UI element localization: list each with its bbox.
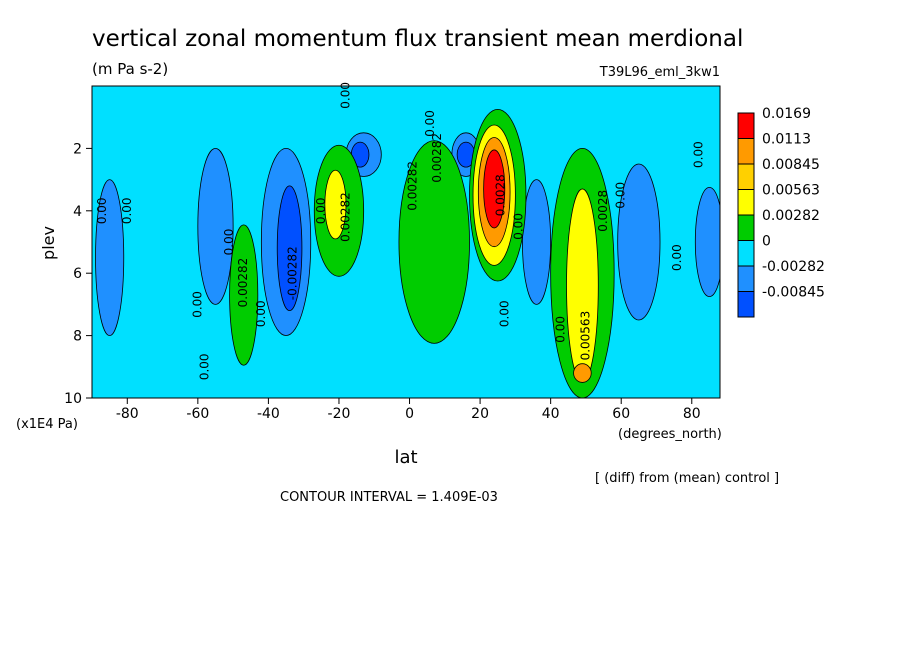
colorbar-swatch-7 <box>737 291 755 318</box>
contour-label-15: 0.00 <box>511 213 525 240</box>
contour-region-18 <box>483 149 506 229</box>
contour-label-20: 0.00 <box>614 182 628 209</box>
contour-label-9: 0.00282 <box>339 192 353 242</box>
colorbar: 0.0169 0.0113 0.00845 0.00563 0.00282 0 -0.002… <box>737 106 825 318</box>
contour-region-14 <box>398 140 470 344</box>
contour-label-17: 0.00 <box>554 316 568 343</box>
x-axis-units: (degrees_north) <box>618 427 722 442</box>
contour-label-12: 0.00282 <box>430 133 444 183</box>
run-label: T39L96_eml_3kw1 <box>599 65 720 80</box>
y-tick-label-4: 10 <box>64 391 82 407</box>
colorbar-label-1: 0.0113 <box>762 132 811 148</box>
x-tick-label-5: 20 <box>471 406 489 422</box>
x-tick-label-0: -80 <box>116 406 139 422</box>
contour-labels: 0.00 0.000.000.000.000.002820.00-0.002820… <box>95 82 705 380</box>
contour-label-1: 0.00 <box>120 197 134 224</box>
y-tick-label-2: 6 <box>73 266 82 282</box>
plot-area <box>92 86 720 398</box>
contour-region-1 <box>617 163 661 321</box>
y-axis: 2 4 6 8 10 <box>64 141 92 407</box>
units-label: (m Pa s-2) <box>92 60 168 78</box>
contour-label-11: 0.00 <box>423 110 437 137</box>
contour-region-21 <box>573 363 592 383</box>
x-tick-label-2: -40 <box>257 406 280 422</box>
x-tick-label-8: 80 <box>683 406 701 422</box>
contour-region-0 <box>694 187 720 297</box>
plot-frame <box>91 85 721 399</box>
colorbar-swatch-6 <box>737 265 755 292</box>
y-tick-label-0: 2 <box>73 141 82 157</box>
colorbar-swatch-3 <box>737 189 755 216</box>
colorbar-swatch-4 <box>737 214 755 241</box>
contour-region-10 <box>522 179 552 305</box>
x-tick-label-3: -20 <box>328 406 351 422</box>
colorbar-label-6: -0.00282 <box>762 259 825 275</box>
contour-label-14: 0.0028 <box>494 174 508 216</box>
colorbar-label-0: 0.0169 <box>762 106 811 122</box>
contour-label-10: 0.00 <box>339 82 353 109</box>
colorbar-swatch-1 <box>737 138 755 165</box>
colorbar-swatch-2 <box>737 163 755 190</box>
contour-label-2: 0.00 <box>190 291 204 318</box>
contour-label-16: 0.00 <box>497 300 511 327</box>
y-axis-units: (x1E4 Pa) <box>16 417 78 432</box>
contour-region-5 <box>276 185 303 312</box>
x-tick-label-4: 0 <box>405 406 414 422</box>
contour-label-7: -0.00282 <box>286 246 300 300</box>
chart-title: vertical zonal momentum flux transient m… <box>92 26 743 52</box>
contour-interval: CONTOUR INTERVAL = 1.409E-03 <box>280 490 498 505</box>
contour-label-0: 0.00 <box>95 197 109 224</box>
x-tick-label-7: 60 <box>612 406 630 422</box>
colorbar-label-2: 0.00845 <box>762 157 820 173</box>
contour-label-19: 0.0028 <box>596 190 610 232</box>
colorbar-label-7: -0.00845 <box>762 285 825 301</box>
y-tick-label-3: 8 <box>73 329 82 345</box>
y-tick-label-1: 4 <box>73 204 82 220</box>
contour-label-22: 0.00 <box>691 141 705 168</box>
diff-note: [ (diff) from (mean) control ] <box>595 471 779 486</box>
contour-label-4: 0.00 <box>222 229 236 256</box>
contour-label-18: 0.00563 <box>578 311 592 361</box>
colorbar-swatch-5 <box>737 240 755 267</box>
contour-label-3: 0.00 <box>197 353 211 380</box>
contour-label-13: 0.00282 <box>406 161 420 211</box>
colorbar-label-5: 0 <box>762 234 771 250</box>
x-axis: -80 -60 -40 -20 0 20 40 60 80 <box>116 398 701 422</box>
x-tick-label-1: -60 <box>186 406 209 422</box>
colorbar-swatch-0 <box>737 112 755 139</box>
x-axis-label: lat <box>394 447 417 468</box>
x-tick-label-6: 40 <box>542 406 560 422</box>
contour-label-6: 0.00 <box>254 300 268 327</box>
contour-region-3 <box>197 147 234 305</box>
contour-label-21: 0.00 <box>670 244 684 271</box>
contour-label-8: 0.00 <box>314 197 328 224</box>
colorbar-label-3: 0.00563 <box>762 183 820 199</box>
contour-label-5: 0.00282 <box>236 258 250 308</box>
y-axis-label: plev <box>39 226 58 260</box>
colorbar-label-4: 0.00282 <box>762 208 820 224</box>
contour-region-13 <box>324 169 347 240</box>
contour-region-11 <box>229 224 259 366</box>
contour-region-2 <box>95 179 125 337</box>
